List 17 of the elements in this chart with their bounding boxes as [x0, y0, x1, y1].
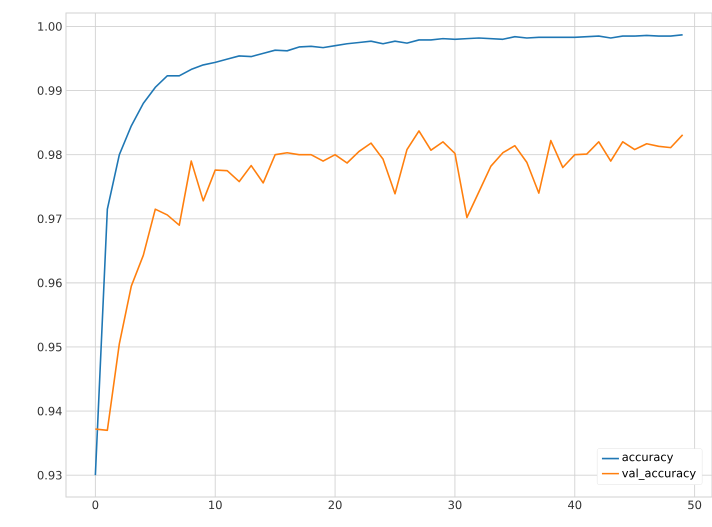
legend-label: accuracy	[622, 454, 674, 464]
line-series	[94, 130, 684, 432]
x-tick-label: 10	[209, 500, 222, 510]
legend-label: val_accuracy	[622, 468, 696, 480]
x-tick-label: 20	[328, 500, 342, 510]
y-tick-label: 0.94	[38, 406, 62, 416]
y-tick-label: 1.00	[38, 22, 62, 31]
y-tick-label: 0.95	[38, 342, 62, 352]
x-tick-label: 0	[92, 500, 98, 510]
y-tick-label: 0.97	[38, 214, 62, 224]
y-tick-label: 0.93	[38, 470, 62, 480]
y-tick-label: 0.98	[38, 150, 62, 159]
x-tick-label: 40	[568, 500, 582, 510]
x-tick-label: 30	[448, 500, 462, 510]
y-tick-label: 0.99	[38, 86, 62, 95]
y-tick-label: 0.96	[38, 278, 62, 288]
x-tick-label: 50	[688, 500, 702, 510]
